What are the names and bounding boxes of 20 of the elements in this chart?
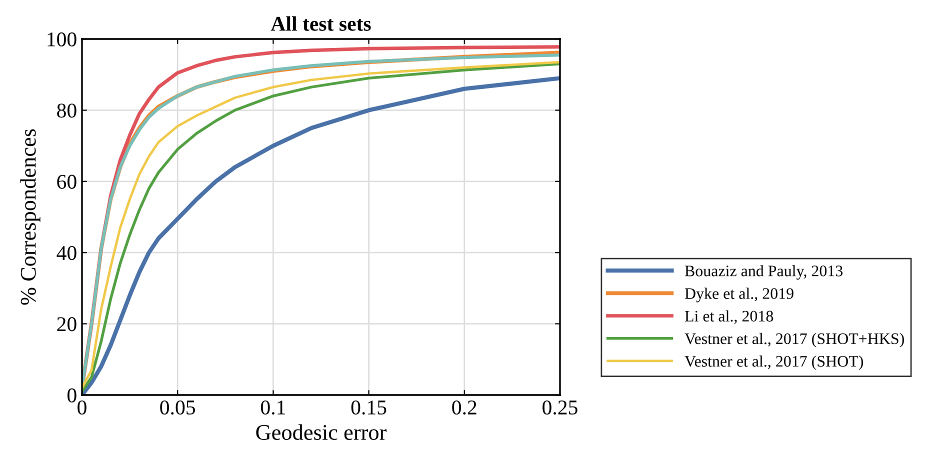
x-tick-label: 0.05 — [160, 400, 196, 415]
legend-label: Vestner et al., 2017 (SHOT+HKS) — [684, 332, 904, 348]
legend-label: Li et al., 2018 — [684, 310, 774, 324]
y-tick-label: 60 — [57, 174, 76, 189]
y-tick-label: 100 — [48, 32, 76, 46]
legend-label: Bouaziz and Pauly, 2013 — [684, 265, 843, 280]
x-tick-label: 0.1 — [260, 400, 285, 415]
chart-title: All test sets — [270, 16, 371, 31]
y-tick-label: 40 — [56, 246, 76, 260]
y-tick-label: 80 — [57, 104, 76, 118]
x-axis-title: Geodesic error — [256, 424, 387, 440]
y-tick-label: 20 — [57, 317, 76, 332]
y-axis-title: % Correspondences — [20, 129, 40, 305]
x-tick-label: 0.15 — [351, 400, 386, 415]
y-tick-label: 0 — [68, 388, 76, 402]
x-tick-label: 0.2 — [452, 400, 476, 415]
x-tick-label: 0 — [78, 400, 86, 415]
x-tick-label: 0.25 — [542, 400, 578, 415]
legend-label: Vestner et al., 2017 (SHOT) — [684, 355, 863, 370]
legend-label: Dyke et al., 2019 — [684, 288, 794, 302]
